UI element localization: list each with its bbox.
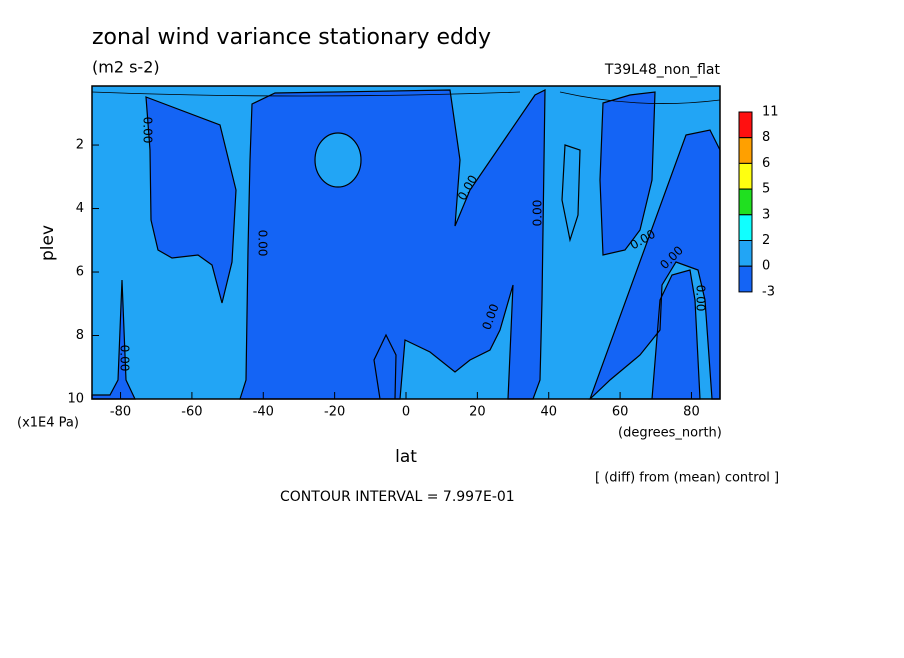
colorbar-label: 2 bbox=[762, 233, 770, 248]
x-units: (degrees_north) bbox=[618, 426, 722, 441]
x-tick-label: -80 bbox=[110, 405, 131, 420]
x-tick-label: 0 bbox=[402, 405, 410, 420]
colorbar-swatch bbox=[738, 214, 753, 242]
contour-label: 0.00 bbox=[531, 200, 545, 227]
y-tick-label: 4 bbox=[76, 201, 84, 216]
x-tick-label: 60 bbox=[612, 405, 629, 420]
y-units: (x1E4 Pa) bbox=[17, 416, 79, 431]
colorbar-swatch bbox=[738, 265, 753, 293]
colorbar-swatch bbox=[738, 162, 753, 190]
y-tick-label: 8 bbox=[76, 328, 84, 343]
x-tick-label: -60 bbox=[181, 405, 202, 420]
run-label: T39L48_non_flat bbox=[604, 62, 721, 78]
x-tick-label: 40 bbox=[540, 405, 557, 420]
contour-label: 0.00 bbox=[694, 285, 708, 312]
colorbar-label: 5 bbox=[762, 182, 770, 197]
x-tick-label: 20 bbox=[469, 405, 486, 420]
x-tick-label: -40 bbox=[253, 405, 274, 420]
colorbar-label: 0 bbox=[762, 259, 770, 274]
y-tick-label: 10 bbox=[67, 392, 84, 407]
note: [ (diff) from (mean) control ] bbox=[595, 471, 779, 486]
y-tick-label: 2 bbox=[76, 138, 84, 153]
contour-label: 0.00 bbox=[256, 230, 270, 257]
colorbar-label: 6 bbox=[762, 156, 770, 171]
colorbar-swatch bbox=[738, 240, 753, 267]
x-tick-label: 80 bbox=[683, 405, 700, 420]
contour-label: 0.00 bbox=[118, 345, 132, 372]
colorbar-label: 3 bbox=[762, 207, 770, 222]
colorbar-swatch bbox=[738, 111, 753, 139]
colorbar-label: -3 bbox=[762, 284, 775, 299]
x-tick-label: -20 bbox=[324, 405, 345, 420]
contour-label: 0.00 bbox=[141, 117, 155, 144]
chart-title: zonal wind variance stationary eddy bbox=[92, 25, 491, 50]
x-axis-label: lat bbox=[395, 447, 417, 467]
colorbar-swatch bbox=[738, 137, 753, 164]
y-axis-label: plev bbox=[38, 225, 58, 261]
contour-field bbox=[91, 86, 721, 400]
y-tick-label: 6 bbox=[76, 265, 84, 280]
colorbar-label: 11 bbox=[762, 105, 779, 120]
contour-interval: CONTOUR INTERVAL = 7.997E-01 bbox=[280, 489, 515, 505]
colorbar-swatch bbox=[738, 188, 753, 216]
subtitle: (m2 s-2) bbox=[92, 58, 160, 77]
colorbar-label: 8 bbox=[762, 130, 770, 145]
